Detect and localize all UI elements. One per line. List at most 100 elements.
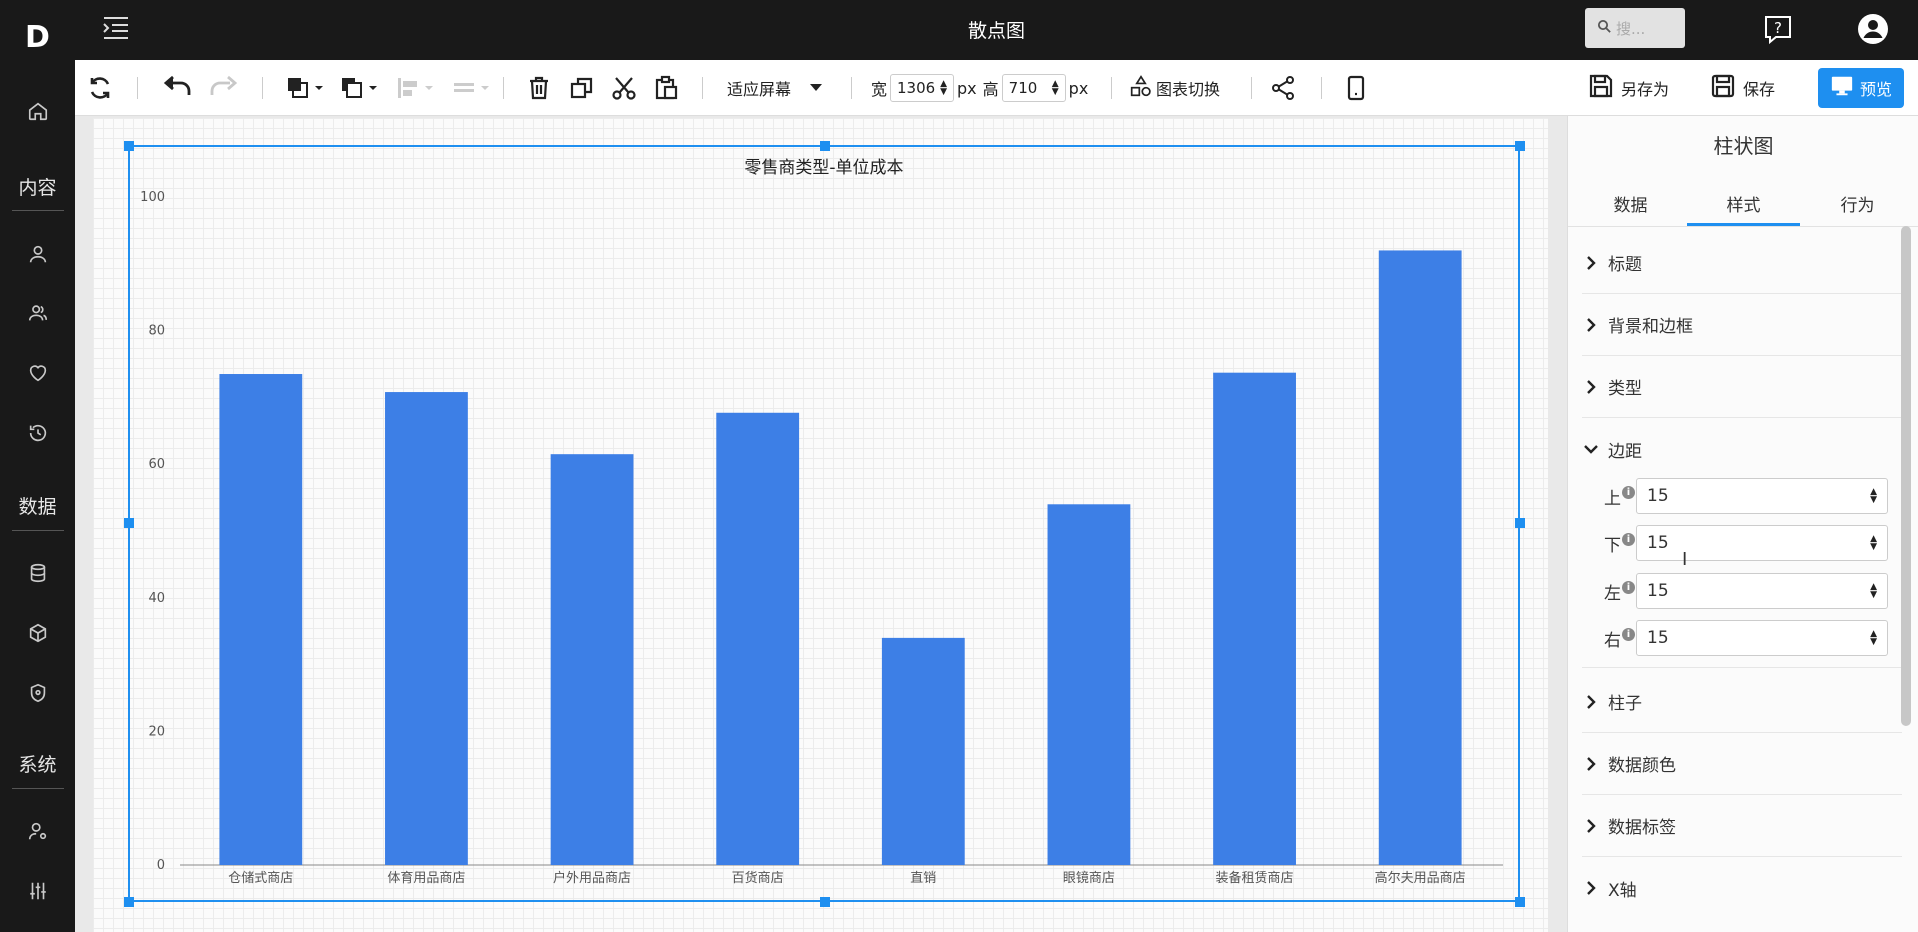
section-x-axis[interactable]: X轴 <box>1582 857 1902 919</box>
search-placeholder: 搜... <box>1616 19 1646 38</box>
send-backward-icon[interactable] <box>339 73 379 103</box>
info-icon[interactable]: i <box>1622 532 1635 546</box>
chart-bar[interactable] <box>1213 372 1296 865</box>
info-icon[interactable]: i <box>1622 485 1635 499</box>
chevron-right-icon <box>1587 756 1596 771</box>
mobile-view-icon[interactable] <box>1343 73 1369 103</box>
resize-handle-top-right[interactable] <box>1515 141 1525 151</box>
user-settings-icon[interactable] <box>0 805 75 857</box>
section-data-color[interactable]: 数据颜色 <box>1582 733 1902 795</box>
x-tick-label: 户外用品商店 <box>553 870 631 886</box>
help-icon[interactable]: ? <box>1762 13 1794 45</box>
spinner-icon[interactable]: ▲ ▼ <box>1870 582 1877 600</box>
resize-handle-bottom-left[interactable] <box>124 897 134 907</box>
save-label: 保存 <box>1743 80 1776 99</box>
spinner-icon[interactable]: ▲ ▼ <box>1870 629 1877 647</box>
chart-bar[interactable] <box>385 392 468 865</box>
design-page[interactable] <box>93 118 1548 932</box>
width-input[interactable]: 1306 ▲ ▼ <box>890 74 955 102</box>
shield-icon[interactable] <box>0 667 75 719</box>
resize-handle-bottom[interactable] <box>820 897 830 907</box>
refresh-icon[interactable] <box>87 73 113 103</box>
height-input[interactable]: 710 ▲ ▼ <box>1001 74 1066 102</box>
fit-screen-label: 适应屏幕 <box>727 80 792 99</box>
resize-handle-bottom-right[interactable] <box>1515 897 1525 907</box>
chart-bar[interactable] <box>881 637 965 865</box>
margin-right-input[interactable]: 15 ▲ ▼ <box>1636 620 1888 656</box>
section-title[interactable]: 标题 <box>1582 232 1902 294</box>
tab-data[interactable]: 数据 <box>1613 196 1648 216</box>
redo-icon <box>208 73 240 103</box>
history-icon[interactable] <box>0 407 75 459</box>
save-button[interactable]: 保存 <box>1710 72 1775 104</box>
delete-icon[interactable] <box>526 73 552 103</box>
x-tick-label: 直销 <box>910 871 936 886</box>
share-icon[interactable] <box>1270 73 1296 103</box>
spinner-icon[interactable]: ▲ ▼ <box>1051 79 1059 97</box>
users-icon[interactable] <box>0 287 75 339</box>
size-controls: 宽 1306 ▲ ▼ px 高 710 ▲ ▼ px <box>871 73 1088 103</box>
fit-screen-dropdown[interactable]: 适应屏幕 <box>727 73 823 103</box>
margin-top-input[interactable]: 15 ▲ ▼ <box>1636 478 1888 514</box>
user-icon[interactable] <box>0 228 75 280</box>
section-bars[interactable]: 柱子 <box>1582 671 1902 733</box>
search-input[interactable]: 搜... <box>1585 8 1685 48</box>
search-icon <box>1597 19 1612 38</box>
resize-handle-right[interactable] <box>1515 518 1525 528</box>
preview-button[interactable]: 预览 <box>1818 68 1904 108</box>
section-margin[interactable]: 边距 <box>1582 418 1902 480</box>
margin-top-value: 15 <box>1647 486 1669 506</box>
margin-left-input[interactable]: 15 ▲ ▼ <box>1636 573 1888 609</box>
chart-switch-button[interactable]: 图表切换 <box>1130 73 1220 103</box>
paste-icon[interactable] <box>653 73 679 103</box>
chevron-right-icon <box>1587 694 1596 709</box>
app-logo[interactable]: D <box>0 0 75 75</box>
spinner-icon[interactable]: ▲ ▼ <box>1870 487 1877 505</box>
home-icon[interactable] <box>0 85 75 137</box>
panel-scrollbar[interactable] <box>1901 226 1911 726</box>
preview-label: 预览 <box>1859 80 1892 99</box>
x-tick-label: 仓储式商店 <box>228 871 293 886</box>
chevron-right-icon <box>1587 818 1596 833</box>
chart-bar[interactable] <box>1047 504 1131 865</box>
tab-style[interactable]: 样式 <box>1687 186 1800 226</box>
chart-bar[interactable] <box>550 454 634 865</box>
shapes-icon <box>1130 75 1152 101</box>
svg-text:?: ? <box>1774 19 1782 37</box>
x-tick-label: 装备租赁商店 <box>1216 870 1294 886</box>
chart-bar[interactable] <box>1378 250 1462 865</box>
save-as-button[interactable]: 另存为 <box>1588 72 1669 104</box>
toolbar-divider <box>702 77 703 99</box>
cube-icon[interactable] <box>0 607 75 659</box>
copy-icon[interactable] <box>569 73 595 103</box>
x-tick-label: 高尔夫用品商店 <box>1375 870 1466 886</box>
resize-handle-top[interactable] <box>820 141 830 151</box>
sliders-icon[interactable] <box>0 865 75 917</box>
spinner-icon[interactable]: ▲ ▼ <box>1870 534 1877 552</box>
margin-bottom-input[interactable]: 15 ▲ ▼ <box>1636 525 1888 561</box>
height-label: 高 <box>982 80 999 99</box>
y-tick-label: 20 <box>148 724 165 739</box>
spinner-icon[interactable]: ▲ ▼ <box>940 79 948 97</box>
tab-behavior[interactable]: 行为 <box>1840 196 1875 216</box>
section-background-border[interactable]: 背景和边框 <box>1582 294 1902 356</box>
x-tick-label: 体育用品商店 <box>387 870 465 886</box>
section-type[interactable]: 类型 <box>1582 356 1902 418</box>
section-data-label[interactable]: 数据标签 <box>1582 795 1902 857</box>
info-icon[interactable]: i <box>1622 580 1635 594</box>
chart-bar[interactable] <box>219 374 303 865</box>
section-divider <box>1582 667 1902 668</box>
chart-bar[interactable] <box>716 412 800 865</box>
toolbar-divider <box>1321 77 1322 99</box>
database-icon[interactable] <box>0 547 75 599</box>
heart-icon[interactable] <box>0 347 75 399</box>
undo-icon[interactable] <box>161 73 193 103</box>
resize-handle-top-left[interactable] <box>124 141 134 151</box>
user-avatar-icon[interactable] <box>1857 13 1889 45</box>
canvas-area <box>75 116 1567 932</box>
info-icon[interactable]: i <box>1622 627 1635 641</box>
resize-handle-left[interactable] <box>124 518 134 528</box>
bring-forward-icon[interactable] <box>285 73 325 103</box>
cut-icon[interactable] <box>611 73 637 103</box>
menu-toggle-icon[interactable] <box>101 15 131 41</box>
